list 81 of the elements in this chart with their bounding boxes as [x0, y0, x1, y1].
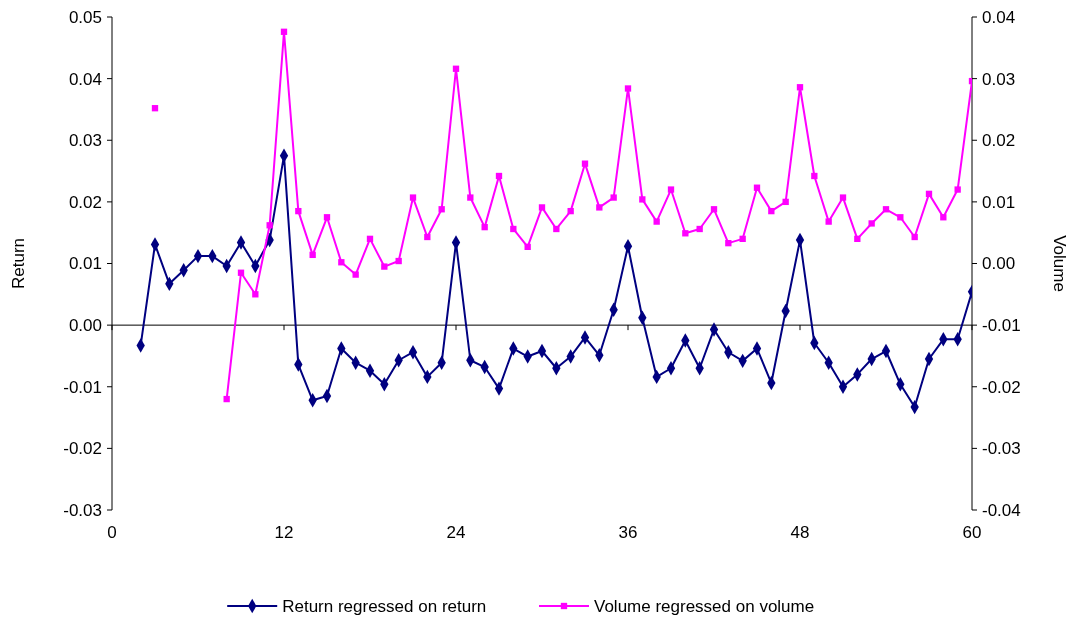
- point: [725, 240, 732, 247]
- point: [581, 160, 589, 167]
- y2-axis-title: Volume: [1050, 235, 1069, 292]
- y2-tick-label: 0.04: [982, 7, 1016, 27]
- point: [825, 218, 832, 225]
- point: [768, 207, 775, 215]
- point: [667, 186, 675, 193]
- point: [467, 194, 474, 201]
- y-tick-label: 0.05: [68, 7, 102, 27]
- point: [524, 243, 531, 251]
- point: [553, 225, 560, 233]
- point: [366, 235, 374, 243]
- point: [682, 230, 689, 237]
- point: [438, 206, 445, 213]
- point: [854, 235, 861, 243]
- point: [338, 259, 345, 266]
- point: [424, 233, 431, 241]
- point: [882, 206, 890, 213]
- point: [739, 235, 746, 243]
- point: [323, 214, 331, 221]
- x-tick-label: 36: [618, 523, 638, 542]
- point: [395, 257, 402, 265]
- legend-label: Return regressed on return: [282, 596, 487, 616]
- point: [868, 220, 875, 227]
- point: [151, 105, 159, 112]
- point: [452, 65, 460, 72]
- point: [839, 194, 847, 201]
- point: [538, 204, 546, 211]
- y2-tick-label: -0.02: [982, 377, 1021, 397]
- point: [811, 172, 818, 180]
- x-tick-label: 48: [790, 523, 810, 542]
- y-tick-label: 0.04: [68, 69, 102, 89]
- point: [481, 223, 488, 231]
- y-axis-title: Return: [9, 237, 28, 290]
- y2-tick-label: 0.00: [982, 254, 1016, 274]
- point: [639, 196, 646, 203]
- y-tick-label: -0.03: [63, 500, 102, 520]
- point: [381, 263, 388, 270]
- point: [782, 198, 789, 206]
- point: [796, 84, 804, 91]
- point: [237, 269, 245, 276]
- y-tick-label: -0.01: [63, 377, 102, 397]
- point: [925, 190, 933, 198]
- point: [352, 271, 359, 278]
- point: [266, 222, 273, 229]
- point: [653, 218, 660, 225]
- point: [510, 225, 517, 233]
- y2-tick-label: -0.04: [982, 500, 1021, 520]
- x-tick-label: 0: [107, 523, 117, 542]
- legend-label: Volume regressed on volume: [594, 596, 815, 616]
- point: [610, 194, 617, 201]
- x-tick-label: 24: [446, 523, 466, 542]
- point: [911, 233, 918, 241]
- point: [223, 395, 230, 403]
- point: [567, 207, 574, 215]
- point: [897, 214, 904, 221]
- y2-tick-label: 0.03: [982, 69, 1016, 89]
- y-tick-label: 0.00: [68, 316, 102, 336]
- y2-tick-label: -0.01: [982, 316, 1021, 336]
- point: [409, 194, 417, 201]
- point: [495, 172, 503, 180]
- point: [753, 184, 761, 191]
- point: [624, 85, 632, 92]
- y2-tick-label: 0.01: [982, 192, 1016, 212]
- y-tick-label: -0.02: [63, 439, 102, 459]
- y2-tick-label: -0.03: [982, 439, 1021, 459]
- point: [696, 225, 703, 233]
- y-tick-label: 0.03: [68, 131, 102, 151]
- y2-tick-label: 0.02: [982, 131, 1016, 151]
- y-tick-label: 0.01: [68, 254, 102, 274]
- x-tick-label: 12: [274, 523, 294, 542]
- point: [295, 207, 302, 215]
- point: [596, 204, 603, 211]
- x-tick-label: 60: [962, 523, 982, 542]
- y-tick-label: 0.02: [68, 192, 102, 212]
- point: [309, 251, 316, 259]
- point: [940, 214, 947, 221]
- point: [252, 291, 259, 298]
- point: [710, 206, 718, 213]
- point: [280, 28, 288, 35]
- point: [954, 186, 961, 193]
